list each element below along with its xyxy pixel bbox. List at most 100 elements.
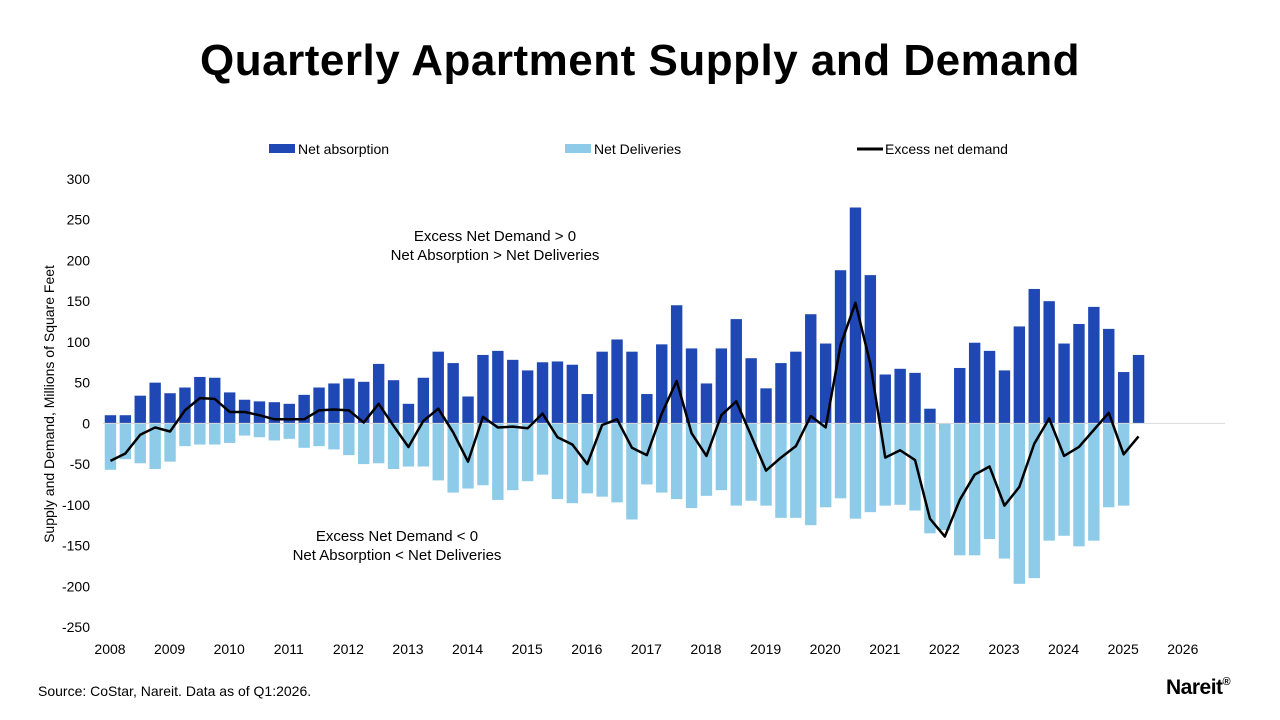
annotation-text: Net Absorption < Net Deliveries	[293, 547, 502, 564]
bar-net-absorption-2016q2	[596, 351, 608, 424]
bar-net-deliveries-2009q2	[179, 423, 191, 447]
bar-net-absorption-2024q2	[1073, 323, 1085, 424]
bar-net-absorption-2019q2	[775, 363, 787, 424]
bar-net-absorption-2012q1	[343, 378, 355, 424]
bar-net-absorption-2008q2	[119, 415, 132, 424]
bar-net-absorption-2015q4	[566, 364, 579, 424]
annotation-text: Excess Net Demand < 0	[316, 528, 478, 545]
legend: Net absorption Net Deliveries Excess net…	[269, 141, 1008, 157]
bar-net-absorption-2012q2	[358, 381, 370, 424]
bar-net-deliveries-2011q2	[298, 423, 310, 448]
bar-net-deliveries-2016q3	[611, 423, 623, 503]
bar-net-deliveries-2021q4	[924, 423, 936, 534]
bar-net-deliveries-2019q2	[775, 423, 787, 518]
bar-net-deliveries-2023q2	[1013, 423, 1026, 584]
bar-net-absorption-2025q2	[1132, 354, 1145, 424]
x-tick-label: 2019	[750, 641, 781, 657]
bar-net-absorption-2015q2	[536, 362, 549, 424]
bar-net-deliveries-2018q3	[730, 423, 742, 506]
bar-net-deliveries-2008q4	[149, 423, 161, 469]
bar-net-absorption-2017q4	[685, 348, 698, 424]
bar-net-absorption-2017q1	[641, 394, 653, 424]
x-tick-label: 2008	[94, 641, 125, 657]
bar-net-absorption-2025q1	[1117, 372, 1130, 424]
bar-net-deliveries-2025q1	[1117, 423, 1130, 506]
bar-net-deliveries-2009q1	[164, 423, 176, 462]
bar-net-absorption-2013q2	[417, 377, 430, 424]
y-tick-label: 0	[82, 415, 90, 431]
bar-net-deliveries-2016q4	[626, 423, 638, 520]
bar-net-absorption-2015q3	[551, 361, 564, 424]
x-tick-label: 2016	[571, 641, 602, 657]
bar-net-absorption-2009q3	[194, 376, 206, 424]
bar-net-absorption-2023q1	[998, 370, 1011, 424]
bar-net-deliveries-2017q3	[670, 423, 683, 500]
bar-net-deliveries-2024q2	[1073, 423, 1085, 547]
bar-net-deliveries-2019q4	[805, 423, 817, 526]
source-note: Source: CoStar, Nareit. Data as of Q1:20…	[38, 683, 312, 699]
bar-net-deliveries-2016q2	[596, 423, 608, 497]
bar-net-absorption-2011q4	[328, 383, 340, 424]
bar-net-deliveries-2012q2	[358, 423, 370, 465]
bar-net-absorption-2023q4	[1043, 301, 1055, 424]
bar-net-deliveries-2012q4	[387, 423, 400, 469]
bar-net-deliveries-2015q4	[566, 423, 579, 504]
x-tick-label: 2014	[452, 641, 483, 657]
x-tick-label: 2026	[1167, 641, 1198, 657]
legend-label-net-deliveries: Net Deliveries	[594, 141, 681, 157]
bar-net-absorption-2016q4	[626, 351, 638, 424]
bar-net-deliveries-2020q4	[864, 423, 877, 513]
bar-net-deliveries-2016q1	[581, 423, 593, 494]
y-tick-label: -250	[62, 619, 90, 635]
bar-net-deliveries-2014q2	[477, 423, 489, 486]
bar-net-absorption-2022q2	[954, 367, 966, 424]
bar-net-deliveries-2015q3	[551, 423, 564, 500]
bar-net-deliveries-2011q3	[313, 423, 325, 447]
bar-net-absorption-2010q1	[223, 392, 236, 424]
x-tick-label: 2022	[929, 641, 960, 657]
bar-net-deliveries-2015q2	[536, 423, 549, 475]
x-tick-label: 2023	[988, 641, 1019, 657]
bar-net-deliveries-2011q1	[283, 423, 295, 439]
x-tick-label: 2012	[333, 641, 364, 657]
x-tick-label: 2013	[392, 641, 423, 657]
bar-net-deliveries-2023q1	[998, 423, 1011, 559]
bar-net-deliveries-2017q2	[656, 423, 668, 493]
bar-net-deliveries-2020q3	[849, 423, 862, 519]
chart-title: Quarterly Apartment Supply and Demand	[200, 36, 1080, 85]
bar-net-deliveries-2012q3	[372, 423, 385, 464]
bar-net-absorption-2011q1	[283, 403, 295, 424]
bar-net-absorption-2013q4	[447, 363, 459, 424]
bar-net-deliveries-2020q2	[834, 423, 847, 499]
y-tick-label: 50	[74, 375, 90, 391]
bar-net-absorption-2015q1	[521, 370, 534, 424]
y-tick-label: 100	[67, 334, 91, 350]
series-line-excess-net-demand	[109, 301, 1140, 538]
bar-net-deliveries-2017q4	[685, 423, 698, 509]
annotation-text: Net Absorption > Net Deliveries	[391, 247, 600, 264]
x-tick-label: 2021	[869, 641, 900, 657]
bar-net-deliveries-2021q3	[909, 423, 921, 511]
bar-net-absorption-2014q3	[492, 350, 504, 424]
bars	[104, 207, 1145, 584]
bar-net-deliveries-2022q3	[968, 423, 981, 556]
legend-label-excess-net-demand: Excess net demand	[885, 141, 1008, 157]
bar-net-absorption-2021q1	[879, 374, 891, 424]
bar-net-absorption-2008q1	[104, 415, 117, 424]
bar-net-absorption-2016q1	[581, 394, 593, 424]
bar-net-deliveries-2022q1	[939, 423, 951, 531]
bar-net-absorption-2009q1	[164, 393, 176, 424]
logo-text: Nareit	[1166, 676, 1223, 699]
bar-net-deliveries-2019q1	[760, 423, 772, 506]
x-tick-label: 2017	[631, 641, 662, 657]
bar-net-deliveries-2011q4	[328, 423, 340, 450]
x-tick-label: 2015	[512, 641, 543, 657]
bar-net-deliveries-2018q1	[700, 423, 713, 496]
legend-label-net-absorption: Net absorption	[298, 141, 389, 157]
bar-net-deliveries-2013q4	[447, 423, 459, 493]
bar-net-deliveries-2013q3	[432, 423, 444, 481]
y-axis-ticks: 300 250 200 150 100 50 0 -50 -100 -150 -200 -250	[62, 171, 90, 635]
bar-net-absorption-2012q3	[372, 363, 385, 424]
bar-net-deliveries-2010q1	[223, 423, 236, 443]
